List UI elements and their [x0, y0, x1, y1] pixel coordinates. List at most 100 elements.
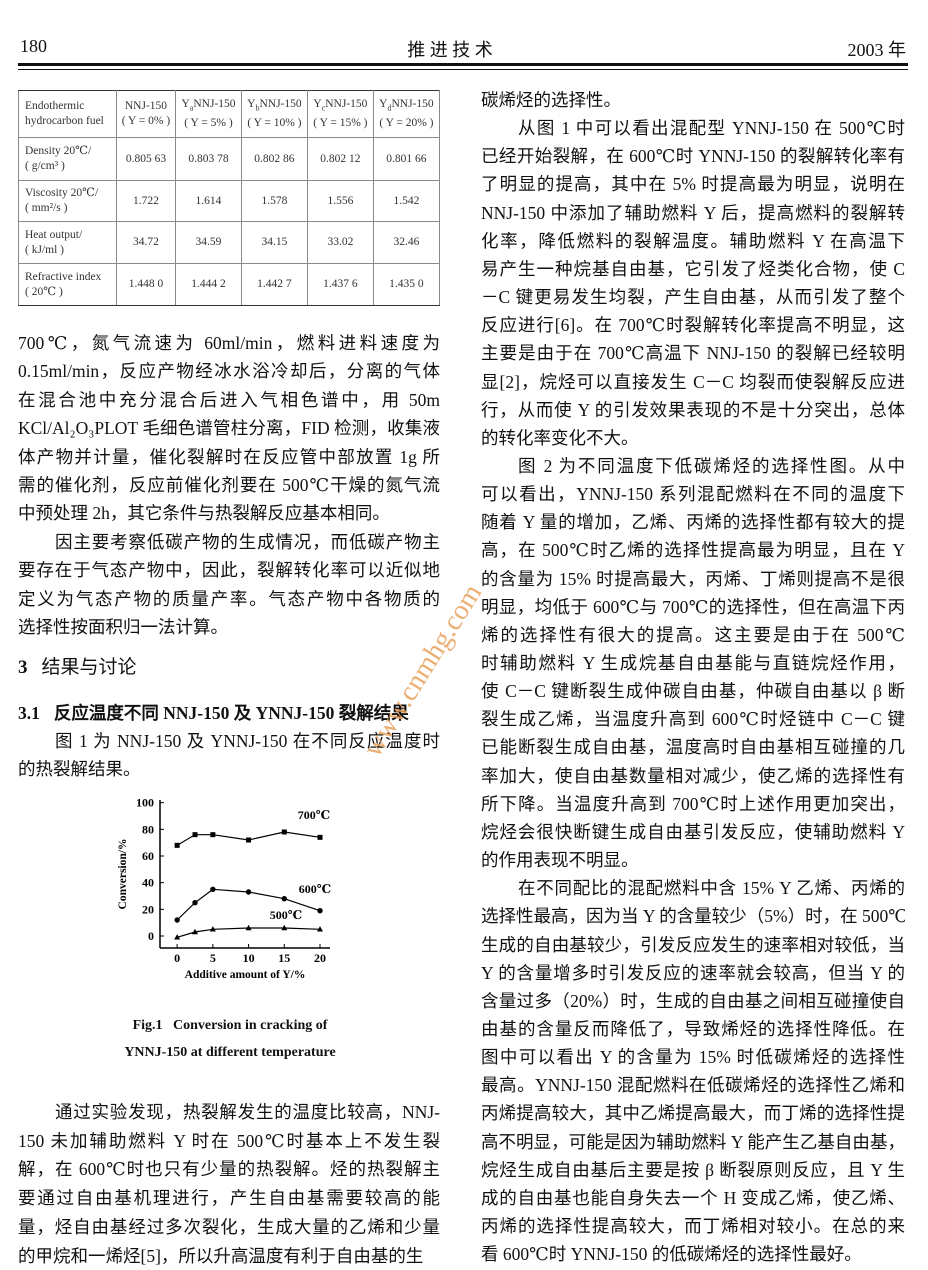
text-line: 高不明显，可能是因为辅助燃料 Y 能产生乙基自由基，	[481, 1131, 905, 1152]
table-cell: 1.542	[372, 180, 441, 222]
corner-line: Endothermic	[25, 100, 85, 112]
figure-chart: 0 20 40 60 80 100 0 5 10 15 20 Additive amount of Y…	[117, 796, 331, 981]
text-line: 碳烯烃的选择性。	[481, 90, 621, 110]
table-cell: 1.556	[306, 180, 374, 222]
column-fuel: NNJ-150	[193, 98, 236, 111]
column-fuel: NNJ-150	[391, 98, 434, 111]
text-line: 高，在 500℃时乙烯的选择性提高最为明显，且在 Y	[481, 540, 905, 561]
text-line: 明显，均低于 600℃与 700℃的选择性，但在高温下丙	[481, 596, 905, 617]
text-line: 图中可以看出 Y 的含量为 15% 时低碳烯烃的选择性	[481, 1047, 905, 1068]
text-line: 看 600℃时 YNNJ-150 的低碳烯烃的选择性最好。	[481, 1244, 862, 1265]
text-line: 要存在于气态产物中，因此，裂解转化率可以近似地	[18, 560, 440, 581]
row-label: Viscosity 20℃/ ( mm²/s )	[18, 180, 117, 222]
table-cell: 0.803 78	[175, 137, 242, 181]
text-line: 的热裂解结果。	[18, 759, 141, 780]
series-label: 500℃	[270, 908, 302, 922]
y-axis-label: Conversion/%	[117, 839, 129, 910]
column-sub: d	[387, 103, 392, 113]
text-line: 定义为气态产物的质量产率。气态产物中各物质的	[18, 588, 440, 609]
y-tick-label: 80	[142, 822, 154, 836]
subsection-heading: 3.1 反应温度不同 NNJ-150 及 YNNJ-150 裂解结果	[18, 699, 409, 727]
marker	[246, 837, 252, 843]
text-line: 含量过多（20%）时，生成的自由基之间相互碰撞使自	[481, 990, 905, 1011]
subsection-number: 3.1	[18, 703, 40, 723]
text-line: 150 未加辅助燃料 Y 时在 500℃时基本上不发生裂	[18, 1130, 440, 1151]
column-condition: ( Y = 15% )	[313, 116, 368, 129]
x-tick-label: 15	[278, 951, 290, 965]
table-corner: Endothermic hydrocarbon fuel	[18, 90, 117, 138]
table-cell: 1.614	[175, 180, 242, 222]
text-line: 的作用表现不明显。	[481, 850, 639, 871]
table-cell: 1.437 6	[306, 263, 374, 306]
page-number: 180	[20, 36, 47, 56]
table-header-row: Endothermic hydrocarbon fuel NNJ-150 ( Y = …	[18, 90, 441, 138]
text-line: 中预处理 2h，其它条件与热裂解反应基本相同。	[18, 503, 390, 524]
marker	[192, 928, 198, 935]
table-cell: 1.578	[240, 180, 308, 222]
column-fuel: NNJ-150	[124, 100, 168, 112]
section-title: 结果与讨论	[41, 657, 137, 678]
text-line: 成的自由基也能自身失去一个 H 变成乙烯，使乙烯、	[481, 1187, 905, 1208]
series-line	[176, 888, 321, 921]
text-line: 反应进行[6]。在 700℃时裂解转化率提高不明显，这	[481, 315, 905, 336]
table-row: Refractive index( 20℃ ) 1.448 0 1.444 2 1.4…	[18, 263, 441, 306]
marker	[192, 899, 198, 906]
section-number: 3	[18, 657, 28, 678]
column-header: YaNNJ-150( Y = 5% )	[175, 90, 242, 138]
table-cell: 33.02	[306, 221, 374, 264]
table-cell: 34.59	[175, 221, 242, 264]
marker	[317, 926, 323, 932]
journal-name: 推 进 技 术	[407, 40, 493, 60]
column-name: YdNNJ-150	[376, 97, 437, 115]
text-line: 烷烃会很快断键生成自由基引发反应，使辅助燃料 Y	[481, 821, 905, 842]
table-cell: 1.442 7	[240, 263, 308, 306]
column-sub: a	[189, 103, 194, 113]
series-label: 700℃	[298, 808, 330, 822]
marker	[281, 829, 287, 835]
text-line: 0.15ml/min，反应产物经冰水浴冷却后，分离的气体	[18, 361, 440, 382]
y-tick-label: 100	[136, 796, 154, 810]
text-line: 由基的含量反而降低了，导致烯烃的选择性降低。在	[481, 1018, 905, 1039]
text-line: KCl/Al₂O₃PLOT 毛细色谱管柱分离，FID 检测，收集液	[18, 418, 440, 439]
text-line: 行，从而使 Y 的引发效果表现的不是十分突出，总体	[481, 399, 905, 420]
text-line: 已经开始裂解，在 600℃时 YNNJ-150 的裂解转化率有	[481, 146, 905, 167]
text-line: 烯的选择性有很大的提高。这主要是由于在 500℃	[481, 624, 905, 645]
column-name: YaNNJ-150	[178, 97, 239, 115]
text-line: 因主要考察低碳产物的生成情况，而低碳产物主	[55, 532, 440, 552]
text-line: 了明显的提高，其中在 5% 时提高最为明显，说明在	[481, 174, 905, 195]
text-line: 最高。YNNJ-150 混配燃料在低碳烯烃的选择性乙烯和	[481, 1075, 905, 1096]
text-line: 选择性按面积归一法计算。	[18, 617, 228, 638]
x-tick-label: 5	[210, 951, 216, 965]
column-header: NNJ-150 ( Y = 0% )	[115, 90, 177, 138]
y-tick-label: 40	[142, 876, 154, 890]
corner-line: hydrocarbon fuel	[25, 115, 104, 127]
marker	[192, 832, 198, 838]
x-tick-label: 10	[243, 951, 255, 965]
column-name: NNJ-150	[119, 99, 173, 114]
row-label-line: Refractive index	[25, 270, 102, 283]
row-label: Heat output/ ( kJ/ml )	[18, 221, 117, 264]
text-line: 裂生成乙烯，当温度升高到 600℃时烃链中 C－C 键	[481, 709, 905, 730]
column-condition: ( Y = 10% )	[247, 116, 302, 129]
marker	[245, 924, 252, 931]
row-label: Refractive index ( 20℃ )	[18, 263, 117, 306]
y-tick-label: 0	[148, 929, 154, 943]
column-condition: ( Y = 5% )	[184, 116, 233, 129]
text-line: 率加大，使自由基数量相对减少，使乙烯的选择性有	[481, 765, 905, 786]
text-line: 易产生一种烷基自由基，它引发了烃类化合物，使 C	[481, 258, 905, 279]
row-label-line: Heat output/	[25, 228, 83, 241]
text-line: 在不同配比的混配燃料中含 15% Y 乙烯、丙烯的	[518, 878, 905, 899]
text-line: 的转化率变化不大。	[481, 427, 639, 448]
table-row: Viscosity 20℃/( mm²/s ) 1.722 1.614 1.578 1.…	[18, 180, 441, 222]
x-tick-label: 0	[174, 951, 180, 965]
column-prefix: Y	[247, 98, 256, 111]
column-header: YdNNJ-150( Y = 20% )	[372, 90, 441, 138]
text-line: 需的催化剂，反应前催化剂要在 500℃干燥的氮气流	[18, 475, 440, 495]
series-line	[176, 927, 321, 938]
row-label-line: ( g/cm³ )	[25, 160, 65, 172]
table-cell: 0.805 63	[115, 137, 177, 181]
text-line: 主要是由于在 700℃高温下 NNJ-150 的裂解已经较明	[481, 343, 905, 364]
table-cell: 34.15	[240, 221, 308, 264]
series-label: 600℃	[299, 882, 331, 896]
